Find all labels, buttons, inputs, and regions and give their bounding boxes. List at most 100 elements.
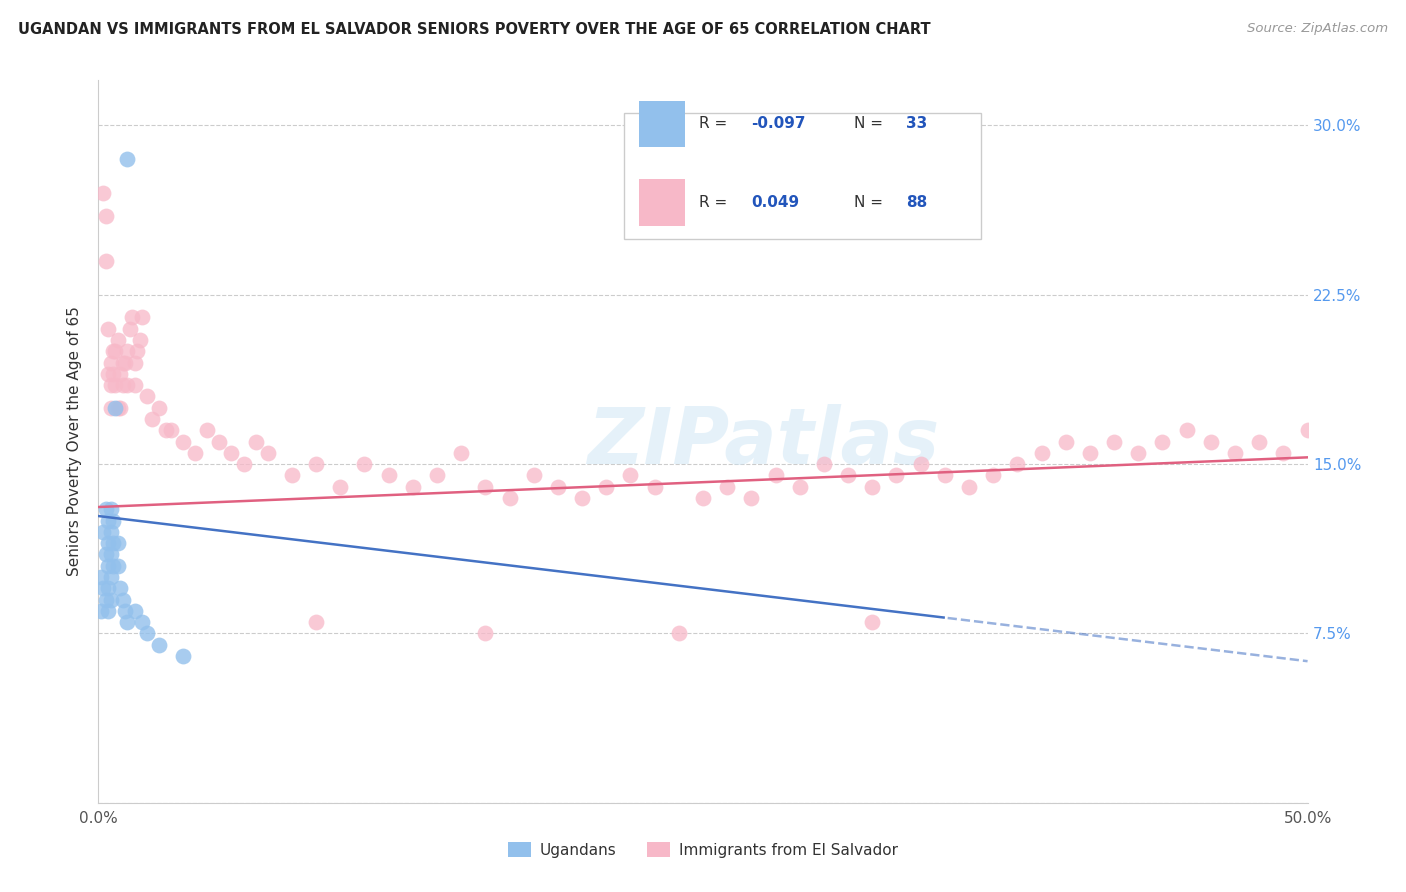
Point xyxy=(1152,434,1174,449)
Point xyxy=(668,626,690,640)
Point xyxy=(94,253,117,268)
Point xyxy=(97,321,120,335)
Point xyxy=(1031,446,1053,460)
Point xyxy=(155,423,177,437)
Point xyxy=(94,592,117,607)
Point xyxy=(498,491,520,505)
Point xyxy=(195,423,218,437)
Legend: Ugandans, Immigrants from El Salvador: Ugandans, Immigrants from El Salvador xyxy=(502,836,904,863)
Point xyxy=(124,355,146,369)
Point xyxy=(97,582,120,596)
Point xyxy=(957,480,980,494)
Point xyxy=(474,480,496,494)
Point xyxy=(104,378,127,392)
Point xyxy=(571,491,593,505)
Point xyxy=(100,378,122,392)
Point xyxy=(1078,446,1101,460)
Point xyxy=(100,592,122,607)
Point xyxy=(141,412,163,426)
Point xyxy=(1223,446,1246,460)
Point xyxy=(131,310,153,325)
Point xyxy=(117,615,139,630)
Point xyxy=(114,355,136,369)
Point xyxy=(101,344,124,359)
Point xyxy=(114,604,136,618)
Point xyxy=(426,468,449,483)
Point xyxy=(97,604,120,618)
Point xyxy=(131,615,153,630)
Point xyxy=(117,344,139,359)
FancyBboxPatch shape xyxy=(624,112,981,239)
Point xyxy=(124,378,146,392)
Point xyxy=(100,548,122,562)
Point xyxy=(104,401,127,415)
Point xyxy=(813,457,835,471)
Point xyxy=(789,480,811,494)
Point xyxy=(644,480,666,494)
Point xyxy=(305,457,328,471)
Point xyxy=(886,468,908,483)
Point xyxy=(100,570,122,584)
Point xyxy=(837,468,859,483)
Point xyxy=(523,468,546,483)
Point xyxy=(981,468,1004,483)
Point xyxy=(184,446,207,460)
Point xyxy=(172,648,194,663)
Point xyxy=(118,321,141,335)
Point xyxy=(97,536,120,550)
Point xyxy=(148,638,170,652)
Point xyxy=(127,344,149,359)
Text: ZIPatlas: ZIPatlas xyxy=(588,403,939,480)
Point xyxy=(135,626,157,640)
Point xyxy=(1309,434,1331,449)
Text: -0.097: -0.097 xyxy=(751,117,806,131)
Point xyxy=(107,558,129,573)
Point xyxy=(97,514,120,528)
Text: 0.049: 0.049 xyxy=(751,195,800,211)
Point xyxy=(101,367,124,381)
Y-axis label: Seniors Poverty Over the Age of 65: Seniors Poverty Over the Age of 65 xyxy=(67,307,83,576)
Point xyxy=(716,480,738,494)
Text: 88: 88 xyxy=(905,195,928,211)
Point xyxy=(100,502,122,516)
Point xyxy=(101,536,124,550)
Point xyxy=(245,434,267,449)
Point xyxy=(1199,434,1222,449)
Point xyxy=(135,389,157,403)
Point xyxy=(111,355,134,369)
Point xyxy=(547,480,569,494)
Text: R =: R = xyxy=(699,117,733,131)
Point xyxy=(765,468,787,483)
Point xyxy=(281,468,304,483)
Point xyxy=(108,401,131,415)
Point xyxy=(910,457,932,471)
Point xyxy=(101,558,124,573)
Point xyxy=(94,548,117,562)
Point xyxy=(100,524,122,539)
Point xyxy=(1175,423,1198,437)
Point xyxy=(740,491,762,505)
Point xyxy=(107,333,129,347)
Point xyxy=(221,446,243,460)
Point xyxy=(1102,434,1125,449)
Point xyxy=(619,468,641,483)
Point xyxy=(172,434,194,449)
FancyBboxPatch shape xyxy=(638,179,685,227)
Point xyxy=(329,480,352,494)
Point xyxy=(128,333,150,347)
Point xyxy=(256,446,278,460)
Point xyxy=(1128,446,1150,460)
Point xyxy=(97,367,120,381)
Point xyxy=(107,401,129,415)
Point xyxy=(117,153,139,167)
Point xyxy=(90,604,112,618)
Point xyxy=(111,592,134,607)
Point xyxy=(474,626,496,640)
Point xyxy=(692,491,714,505)
Point xyxy=(305,615,328,630)
Text: UGANDAN VS IMMIGRANTS FROM EL SALVADOR SENIORS POVERTY OVER THE AGE OF 65 CORREL: UGANDAN VS IMMIGRANTS FROM EL SALVADOR S… xyxy=(18,22,931,37)
Point xyxy=(148,401,170,415)
Point xyxy=(402,480,425,494)
Point xyxy=(860,480,883,494)
Point xyxy=(108,367,131,381)
